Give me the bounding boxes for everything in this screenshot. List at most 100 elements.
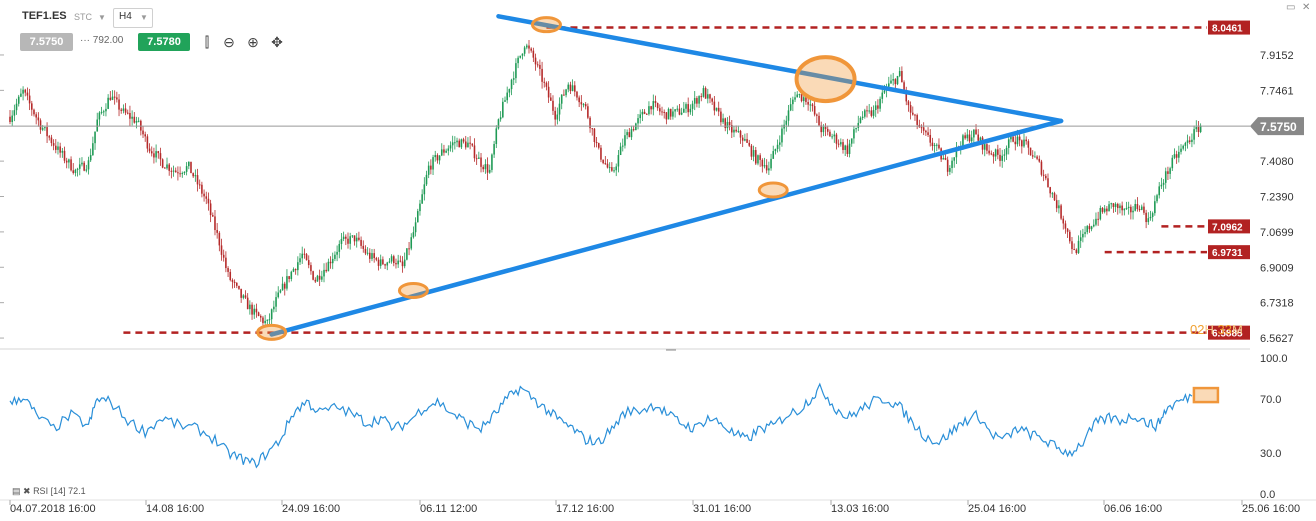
candle-body: [353, 235, 356, 242]
triangle-trendline: [269, 118, 1064, 337]
candle-body: [848, 143, 851, 154]
candle-body: [375, 258, 378, 260]
y-tick-label: 7.7461: [1260, 85, 1294, 97]
move-icon[interactable]: ✥: [271, 34, 283, 50]
candle-body: [920, 127, 923, 129]
candle-body: [1140, 206, 1143, 210]
candle-body: [451, 142, 454, 146]
zoom-out-icon[interactable]: ⊖: [223, 34, 235, 50]
level-tag: [1208, 325, 1250, 340]
candle-body: [617, 155, 620, 167]
candle-body: [1018, 136, 1021, 141]
candle-body: [949, 168, 951, 172]
candle-body: [74, 169, 77, 173]
candle-body: [1027, 141, 1030, 148]
candle-body: [626, 132, 628, 136]
candle-body: [883, 90, 886, 93]
candle-body: [50, 137, 53, 144]
candle-body: [1101, 207, 1104, 212]
rsi-legend[interactable]: ▤ ✖ RSI [14] 72.1: [12, 486, 86, 497]
candle-body: [1021, 140, 1023, 147]
candle-body: [89, 155, 92, 161]
candle-body: [545, 82, 548, 87]
candle-body: [571, 85, 574, 91]
x-tick-label: 06.11 12:00: [420, 503, 477, 515]
candle-body: [1191, 139, 1193, 142]
candle-body: [558, 103, 561, 115]
candle-body: [166, 164, 168, 169]
symbol-name[interactable]: TEF1.ES: [22, 10, 67, 22]
candle-body: [109, 97, 112, 100]
candle-body: [844, 145, 846, 150]
candle-countdown: 02H 33M: [1190, 322, 1243, 337]
candle-body: [192, 173, 194, 177]
candle-body: [892, 79, 894, 81]
candle-body: [401, 261, 404, 267]
candle-body: [1097, 218, 1099, 220]
candle-body: [345, 236, 347, 239]
candle-body: [1036, 156, 1038, 159]
candle-body: [1103, 208, 1106, 212]
candle-body: [257, 312, 260, 316]
candle-body: [340, 238, 343, 244]
candle-body: [796, 94, 799, 98]
candle-body: [689, 108, 692, 113]
candle-body: [903, 82, 905, 92]
zoom-in-icon[interactable]: ⊕: [247, 34, 259, 50]
candle-body: [842, 142, 844, 150]
candle-body: [203, 193, 205, 197]
x-tick-label: 13.03 16:00: [831, 503, 889, 515]
countdown-hours-unit: H: [1204, 322, 1214, 337]
candle-body: [412, 232, 415, 238]
candle-body: [331, 258, 334, 264]
candle-body: [1025, 139, 1027, 142]
candle-body: [768, 168, 770, 171]
candle-body: [1088, 226, 1091, 230]
candle-body: [750, 145, 753, 157]
maximize-icon[interactable]: ▭: [1286, 2, 1296, 13]
candle-body: [327, 261, 330, 272]
candlestick-icon[interactable]: ⫿: [204, 34, 210, 50]
candle-body: [648, 106, 650, 115]
candle-body: [613, 170, 615, 172]
close-icon[interactable]: ✕: [1302, 2, 1311, 13]
candle-body: [364, 248, 367, 254]
candle-body: [377, 259, 380, 266]
candle-body: [506, 92, 508, 101]
candle-body: [475, 158, 478, 160]
rsi-settings-icon[interactable]: ▤ ✖: [12, 486, 31, 496]
y-tick-label: 6.9009: [1260, 262, 1294, 274]
candle-body: [935, 144, 938, 146]
candle-body: [772, 151, 775, 159]
candle-body: [1084, 232, 1086, 234]
candle-body: [445, 150, 447, 153]
candle-body: [37, 117, 40, 121]
bid-price-button[interactable]: 7.5750: [20, 33, 73, 51]
candle-body: [715, 107, 718, 111]
candle-body: [57, 146, 59, 150]
candle-body: [65, 160, 68, 163]
candle-body: [253, 308, 256, 315]
timeframe-dropdown-icon[interactable]: ▼: [140, 13, 148, 22]
candle-body: [661, 111, 663, 113]
candle-body: [54, 145, 57, 150]
candle-body: [837, 143, 840, 145]
candle-body: [907, 101, 910, 106]
candle-body: [449, 145, 452, 149]
candle-body: [264, 320, 266, 324]
candle-body: [96, 119, 99, 132]
candle-body: [1014, 141, 1017, 145]
candle-body: [153, 153, 155, 158]
candle-body: [1143, 206, 1145, 213]
symbol-dropdown-icon[interactable]: ▼: [98, 13, 106, 22]
candle-body: [560, 94, 563, 104]
candle-body: [1060, 205, 1062, 219]
candle-body: [866, 110, 868, 112]
candle-body: [597, 143, 600, 148]
candle-body: [914, 114, 916, 116]
timeframe-select[interactable]: [113, 8, 153, 28]
candle-body: [905, 91, 908, 102]
ask-price-button[interactable]: 7.5780: [138, 33, 190, 51]
candle-body: [318, 275, 321, 280]
